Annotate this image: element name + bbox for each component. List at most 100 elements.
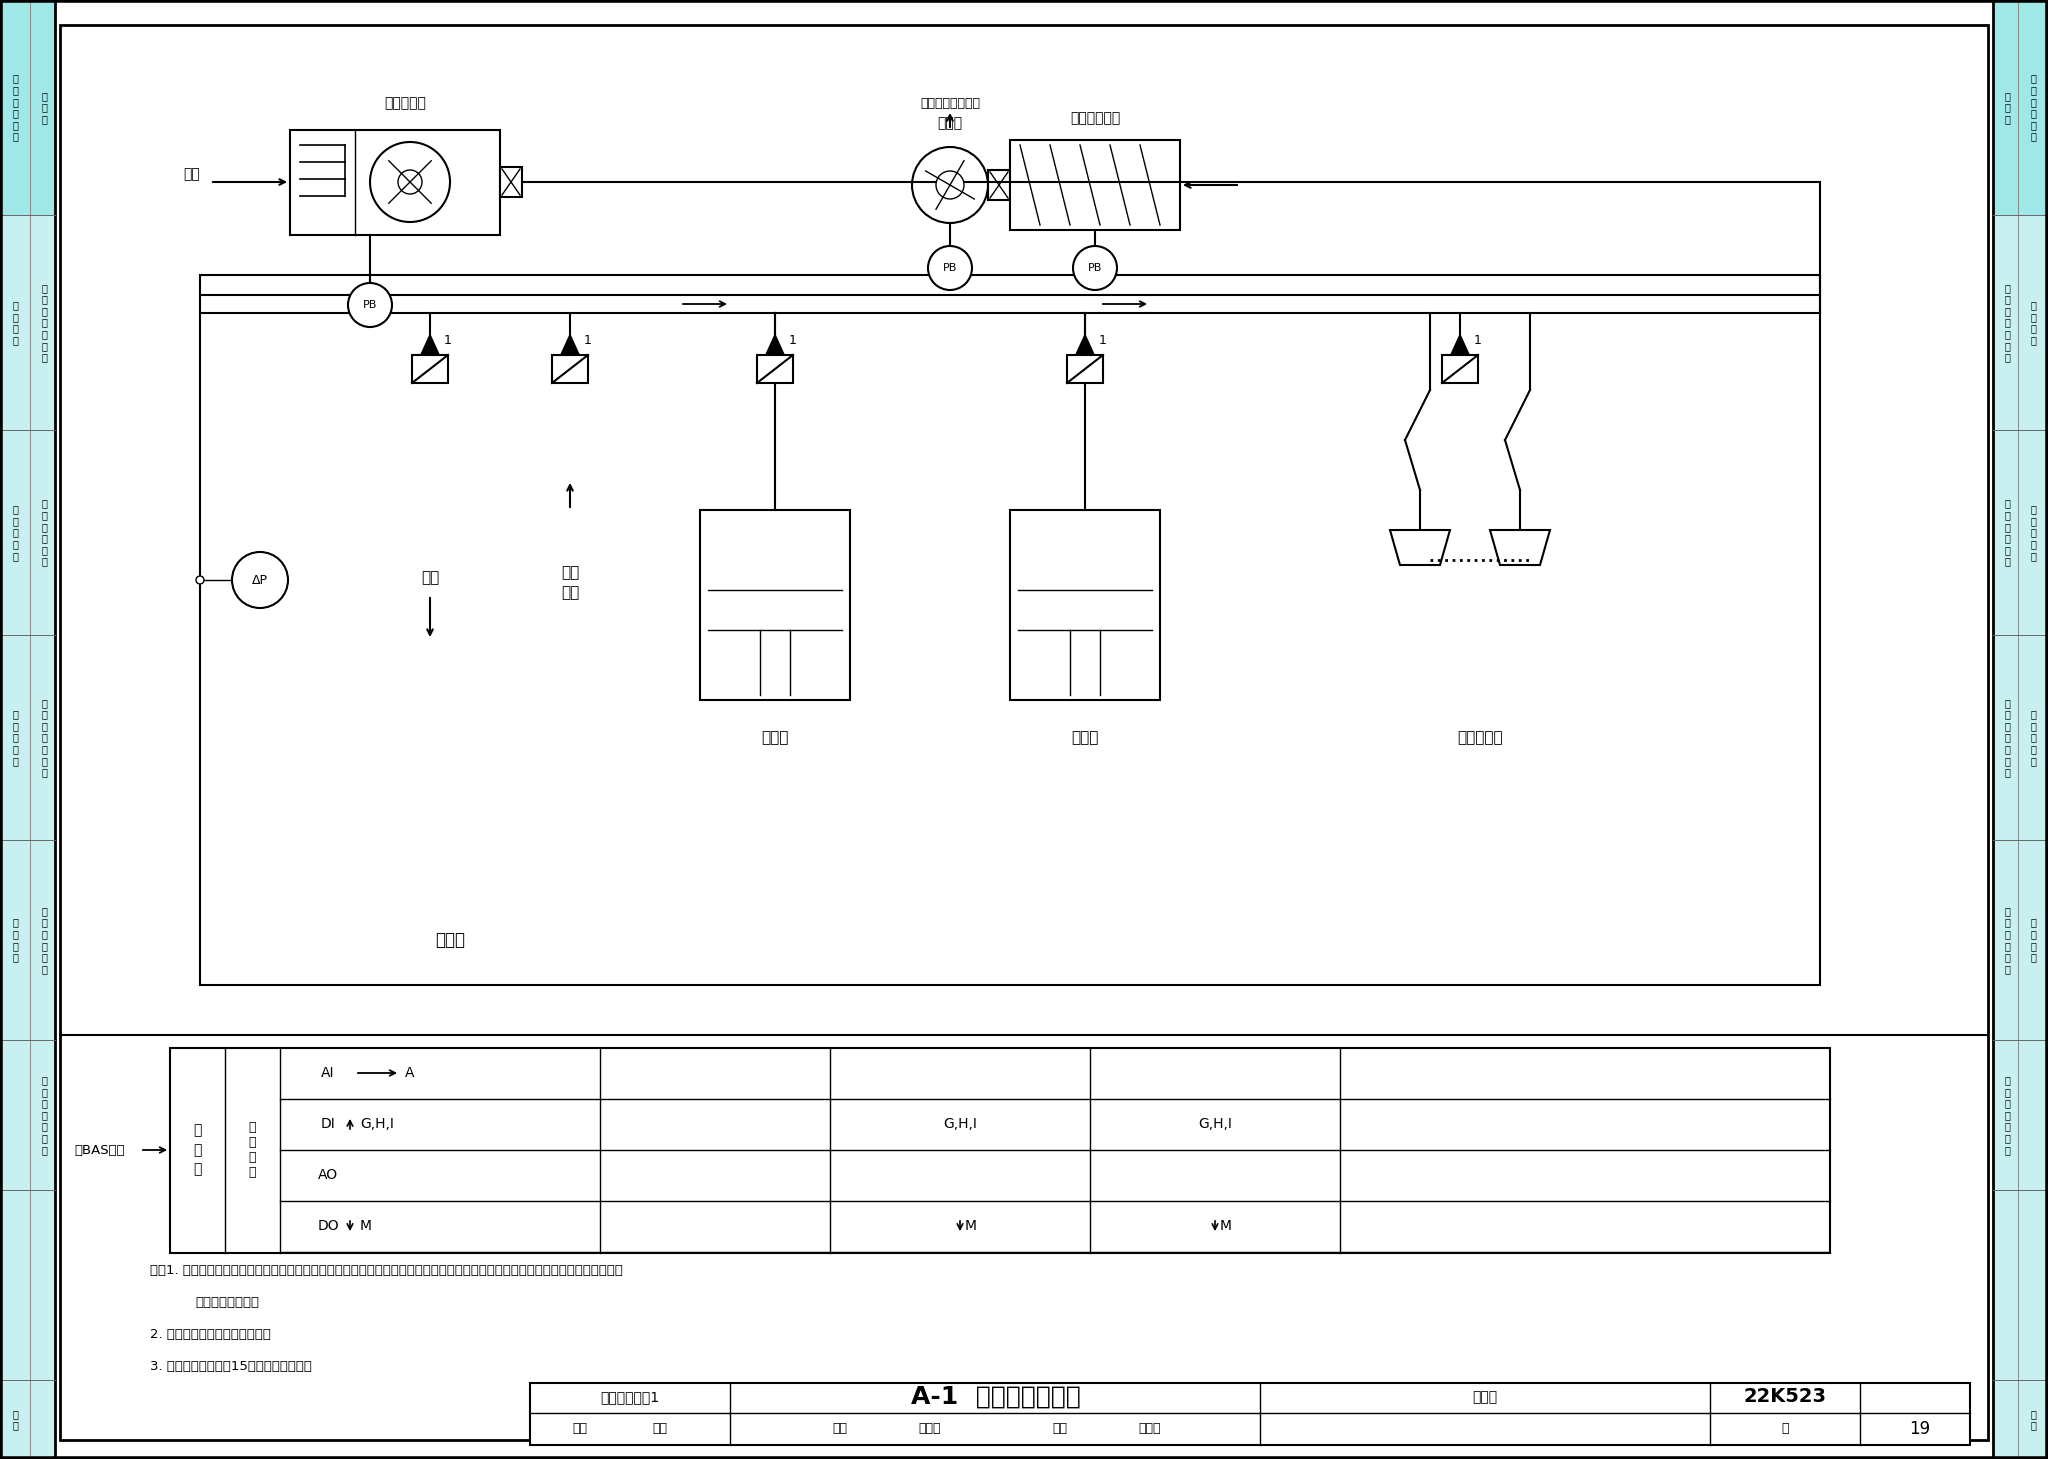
Circle shape bbox=[231, 552, 289, 608]
Text: 风
阀
与
其
他
设
备: 风 阀 与 其 他 设 备 bbox=[41, 697, 47, 778]
Text: 设计: 设计 bbox=[1053, 1423, 1067, 1436]
Text: 实
验
室
通
风
系
统: 实 验 室 通 风 系 统 bbox=[41, 283, 47, 362]
Text: 管
理
要
求: 管 理 要 求 bbox=[2030, 918, 2036, 963]
Text: 选
用
与
安
装: 选 用 与 安 装 bbox=[2030, 709, 2036, 766]
Circle shape bbox=[348, 283, 391, 327]
Text: 19: 19 bbox=[1909, 1420, 1931, 1439]
Text: 安
装
运
行
维
护: 安 装 运 行 维 护 bbox=[2005, 906, 2011, 975]
Text: 风
阀
与
其
他
设
备: 风 阀 与 其 他 设 备 bbox=[2005, 697, 2011, 778]
Polygon shape bbox=[559, 333, 580, 355]
Text: 设
计
案
例: 设 计 案 例 bbox=[2030, 301, 2036, 344]
Text: 3. 控制点代号详见第15页控制点代号表。: 3. 控制点代号详见第15页控制点代号表。 bbox=[150, 1360, 311, 1373]
Bar bbox=[1442, 355, 1479, 384]
Text: 进风: 进风 bbox=[182, 166, 201, 181]
Text: 送风: 送风 bbox=[422, 570, 438, 585]
Text: 1: 1 bbox=[584, 334, 592, 346]
Text: 注：1. 本图不包含新风空调箱空气过滤与热湿处理装置、废气净化装置、万向排风罩、排风柜自身的监视与控制，上述设备相关控制: 注：1. 本图不包含新风空调箱空气过滤与热湿处理装置、废气净化装置、万向排风罩、… bbox=[150, 1263, 623, 1277]
Bar bbox=[170, 1048, 1831, 1253]
Text: 1: 1 bbox=[788, 334, 797, 346]
Text: 控
制
器: 控 制 器 bbox=[193, 1123, 201, 1176]
Text: 审核: 审核 bbox=[573, 1423, 588, 1436]
Text: 22K523: 22K523 bbox=[1743, 1388, 1827, 1406]
Circle shape bbox=[371, 142, 451, 222]
Text: 局
部
排
风
设
备: 局 部 排 风 设 备 bbox=[41, 499, 47, 566]
Text: G,H,I: G,H,I bbox=[360, 1118, 393, 1131]
Text: 1: 1 bbox=[1475, 334, 1483, 346]
Text: 图集号: 图集号 bbox=[1473, 1390, 1497, 1404]
Text: PB: PB bbox=[362, 301, 377, 309]
Text: M: M bbox=[360, 1220, 373, 1233]
Circle shape bbox=[1073, 247, 1116, 290]
Text: 实
验
室: 实 验 室 bbox=[2005, 90, 2011, 124]
Text: 安
装
运
行
维
护: 安 装 运 行 维 护 bbox=[41, 906, 47, 975]
Text: 由工艺专业确定。: 由工艺专业确定。 bbox=[195, 1296, 258, 1309]
Text: 通
风
系
统
设
计: 通 风 系 统 设 计 bbox=[2030, 73, 2036, 142]
Polygon shape bbox=[1491, 530, 1550, 565]
Bar bbox=[500, 166, 522, 197]
Polygon shape bbox=[420, 333, 440, 355]
Polygon shape bbox=[766, 333, 784, 355]
Text: 通
风
系
统
设
计: 通 风 系 统 设 计 bbox=[12, 73, 18, 142]
Bar bbox=[0, 0, 55, 214]
Text: G,H,I: G,H,I bbox=[942, 1118, 977, 1131]
Text: M: M bbox=[965, 1220, 977, 1233]
Text: 信
号
类
型: 信 号 类 型 bbox=[248, 1121, 256, 1179]
Text: PB: PB bbox=[942, 263, 956, 273]
Text: 选
用
与
安
装: 选 用 与 安 装 bbox=[12, 709, 18, 766]
Text: G,H,I: G,H,I bbox=[1198, 1118, 1233, 1131]
Text: 实
验
室
管
理
要
求: 实 验 室 管 理 要 求 bbox=[41, 1075, 47, 1156]
Text: 局
部
排
风
设
备: 局 部 排 风 设 备 bbox=[2005, 499, 2011, 566]
Text: 典型通风系统1: 典型通风系统1 bbox=[600, 1390, 659, 1404]
Text: 实
验
室
通
风
系
统: 实 验 室 通 风 系 统 bbox=[2005, 283, 2011, 362]
Text: AI: AI bbox=[322, 1067, 334, 1080]
Text: DI: DI bbox=[322, 1118, 336, 1131]
Text: AO: AO bbox=[317, 1169, 338, 1182]
Text: 设
计
案
例: 设 计 案 例 bbox=[12, 301, 18, 344]
Text: 胡雪利: 胡雪利 bbox=[1139, 1423, 1161, 1436]
Bar bbox=[1993, 0, 2048, 214]
Text: 废气净化装置: 废气净化装置 bbox=[1069, 111, 1120, 125]
Bar bbox=[1010, 140, 1180, 231]
Text: PB: PB bbox=[1087, 263, 1102, 273]
Bar bbox=[1067, 355, 1104, 384]
Text: 杨木和: 杨木和 bbox=[920, 1423, 942, 1436]
Bar bbox=[758, 355, 793, 384]
Bar bbox=[412, 355, 449, 384]
Text: 选
用
与
安
装: 选 用 与 安 装 bbox=[12, 505, 18, 560]
Circle shape bbox=[197, 576, 205, 584]
Text: 实
验
室: 实 验 室 bbox=[41, 90, 47, 124]
Circle shape bbox=[397, 171, 422, 194]
Polygon shape bbox=[1391, 530, 1450, 565]
Text: 排风柜: 排风柜 bbox=[762, 730, 788, 746]
Text: 实
验
室
管
理
要
求: 实 验 室 管 理 要 求 bbox=[2005, 1075, 2011, 1156]
Circle shape bbox=[936, 171, 965, 198]
Bar bbox=[1010, 511, 1159, 700]
Text: 附
录: 附 录 bbox=[2030, 1409, 2036, 1430]
Circle shape bbox=[911, 147, 987, 223]
Bar bbox=[291, 130, 500, 235]
Text: 排风机: 排风机 bbox=[938, 117, 963, 130]
Bar bbox=[530, 1383, 1970, 1444]
Text: 排风柜: 排风柜 bbox=[1071, 730, 1098, 746]
Text: M: M bbox=[1221, 1220, 1233, 1233]
Text: A: A bbox=[406, 1067, 414, 1080]
Circle shape bbox=[928, 247, 973, 290]
Bar bbox=[0, 0, 55, 1459]
Polygon shape bbox=[1075, 333, 1096, 355]
Text: 万向排风罩: 万向排风罩 bbox=[1458, 730, 1503, 746]
Text: 选
用
与
安
装: 选 用 与 安 装 bbox=[2030, 505, 2036, 560]
Text: 附
录: 附 录 bbox=[12, 1409, 18, 1430]
Text: 实验室: 实验室 bbox=[434, 931, 465, 948]
Text: 接BAS总线: 接BAS总线 bbox=[74, 1144, 125, 1157]
Text: 新风空调箱: 新风空调箱 bbox=[385, 96, 426, 109]
Text: 引至屋顶高空排放: 引至屋顶高空排放 bbox=[920, 96, 981, 109]
Text: 管
理
要
求: 管 理 要 求 bbox=[12, 918, 18, 963]
Text: 1: 1 bbox=[444, 334, 453, 346]
Bar bbox=[1993, 0, 2048, 1459]
Text: DO: DO bbox=[317, 1220, 338, 1233]
Text: 校对: 校对 bbox=[831, 1423, 848, 1436]
Text: A-1  系统控制原理图: A-1 系统控制原理图 bbox=[911, 1385, 1081, 1409]
Bar bbox=[700, 511, 850, 700]
Text: ΔP: ΔP bbox=[252, 573, 268, 587]
Polygon shape bbox=[1450, 333, 1470, 355]
